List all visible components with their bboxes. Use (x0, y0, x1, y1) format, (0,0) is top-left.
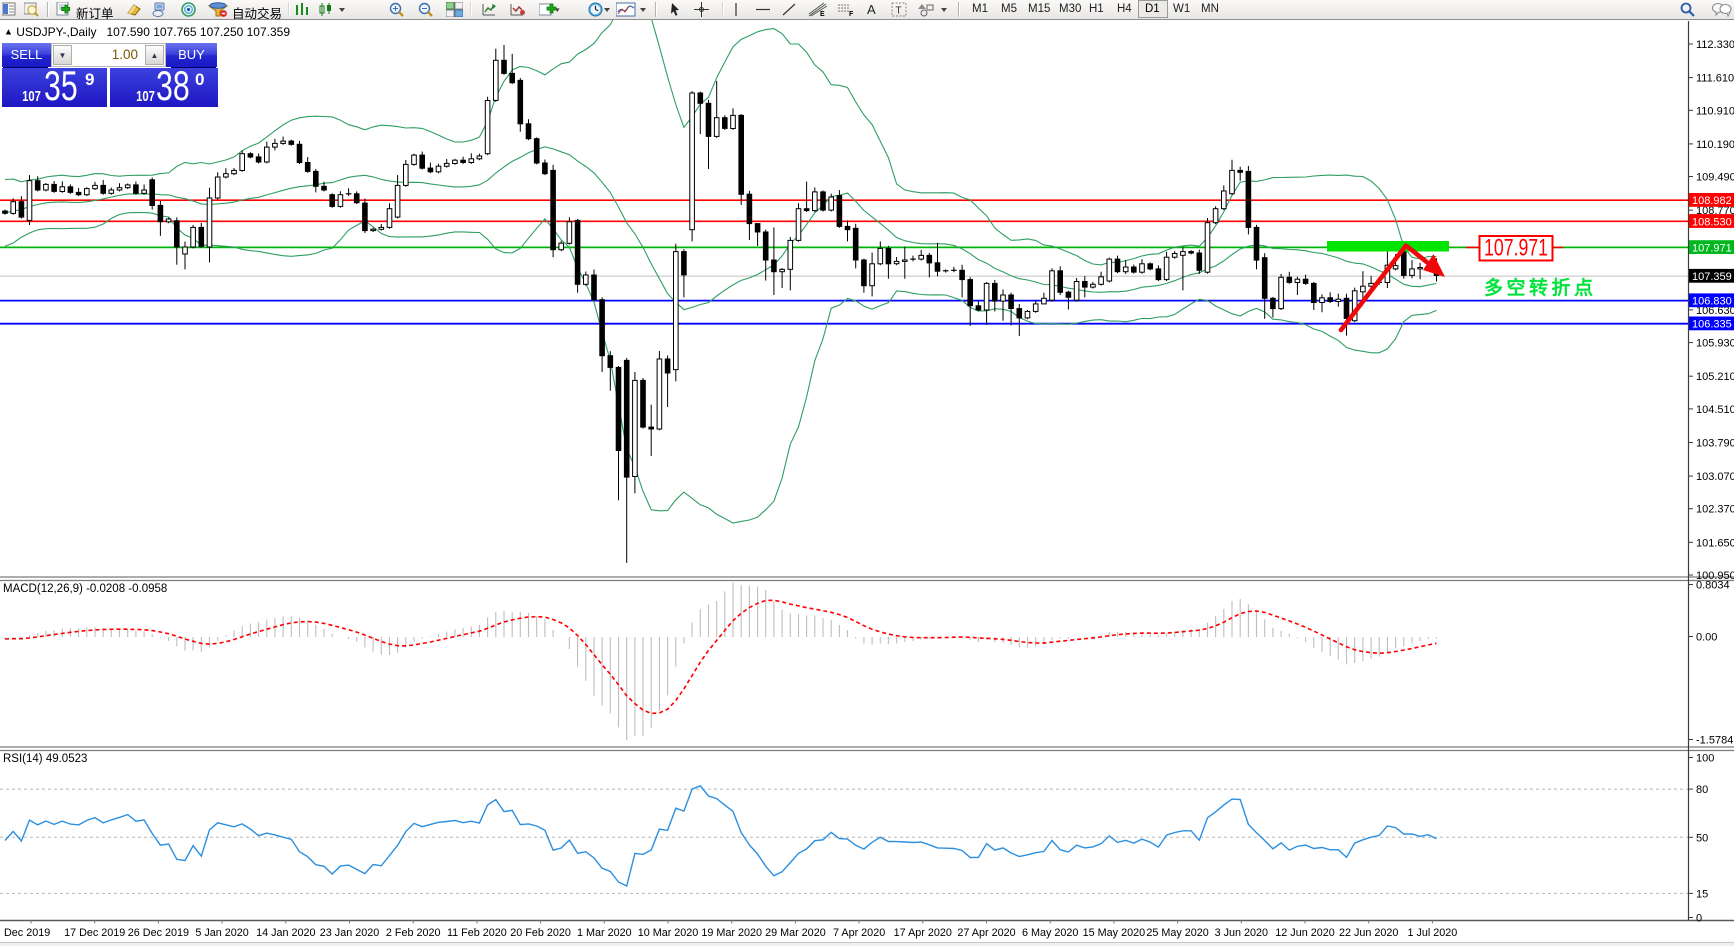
svg-text:0.8034: 0.8034 (1696, 580, 1730, 592)
svg-text:107.971: 107.971 (1484, 235, 1548, 262)
svg-text:12 Jun 2020: 12 Jun 2020 (1275, 927, 1334, 939)
svg-text:103.070: 103.070 (1696, 471, 1734, 483)
svg-text:10 Mar 2020: 10 Mar 2020 (638, 927, 699, 939)
svg-text:107.359: 107.359 (1692, 271, 1732, 283)
svg-text:101.650: 101.650 (1696, 537, 1734, 549)
svg-text:17 Apr 2020: 17 Apr 2020 (894, 927, 952, 939)
svg-text:100.950: 100.950 (1696, 570, 1734, 582)
svg-text:106.335: 106.335 (1692, 319, 1732, 331)
svg-text:22 Jun 2020: 22 Jun 2020 (1339, 927, 1398, 939)
svg-text:15 May 2020: 15 May 2020 (1083, 927, 1145, 939)
svg-text:108.982: 108.982 (1692, 195, 1732, 207)
svg-text:3 Jun 2020: 3 Jun 2020 (1215, 927, 1268, 939)
svg-text:6 May 2020: 6 May 2020 (1022, 927, 1078, 939)
svg-text:11 Feb 2020: 11 Feb 2020 (447, 927, 507, 939)
svg-text:15: 15 (1696, 888, 1708, 900)
svg-text:19 Mar 2020: 19 Mar 2020 (701, 927, 762, 939)
svg-text:107.971: 107.971 (1692, 242, 1732, 254)
svg-text:27 Apr 2020: 27 Apr 2020 (957, 927, 1015, 939)
svg-text:23 Jan 2020: 23 Jan 2020 (320, 927, 379, 939)
svg-text:F: F (849, 11, 854, 17)
svg-text:RSI(14) 49.0523: RSI(14) 49.0523 (3, 753, 87, 765)
svg-text:105.210: 105.210 (1696, 371, 1734, 383)
svg-text:T: T (896, 6, 902, 17)
svg-text:7 Apr 2020: 7 Apr 2020 (833, 927, 885, 939)
svg-text:103.790: 103.790 (1696, 438, 1734, 450)
svg-text:1 Mar 2020: 1 Mar 2020 (577, 927, 632, 939)
svg-text:102.370: 102.370 (1696, 504, 1734, 516)
svg-text:20 Feb 2020: 20 Feb 2020 (510, 927, 571, 939)
svg-text:1 Jul 2020: 1 Jul 2020 (1407, 927, 1457, 939)
svg-text:2 Feb 2020: 2 Feb 2020 (386, 927, 441, 939)
svg-text:105.930: 105.930 (1696, 338, 1734, 350)
svg-text:111.610: 111.610 (1696, 73, 1734, 85)
svg-text:112.330: 112.330 (1696, 39, 1734, 51)
svg-text:14 Jan 2020: 14 Jan 2020 (256, 927, 315, 939)
svg-text:5 Jan 2020: 5 Jan 2020 (195, 927, 248, 939)
svg-text:106.830: 106.830 (1692, 296, 1732, 308)
svg-text:25 May 2020: 25 May 2020 (1146, 927, 1208, 939)
svg-text:17 Dec 2019: 17 Dec 2019 (64, 927, 125, 939)
svg-text:104.510: 104.510 (1696, 404, 1734, 416)
svg-text:0.00: 0.00 (1696, 632, 1717, 644)
svg-text:110.910: 110.910 (1696, 105, 1734, 117)
svg-text:106.630: 106.630 (1696, 305, 1734, 317)
svg-text:-1.5784: -1.5784 (1696, 735, 1733, 747)
svg-text:100: 100 (1696, 753, 1714, 765)
svg-text:26 Dec 2019: 26 Dec 2019 (128, 927, 189, 939)
svg-text:80: 80 (1696, 784, 1708, 796)
svg-text:109.490: 109.490 (1696, 172, 1734, 184)
svg-text:29 Mar 2020: 29 Mar 2020 (765, 927, 826, 939)
svg-text:110.190: 110.190 (1696, 139, 1734, 151)
svg-text:多空转折点: 多空转折点 (1484, 276, 1597, 299)
svg-text:0: 0 (1696, 913, 1702, 925)
svg-text:E: E (820, 11, 825, 17)
svg-text:MACD(12,26,9) -0.0208 -0.0958: MACD(12,26,9) -0.0208 -0.0958 (3, 583, 167, 595)
svg-text:50: 50 (1696, 832, 1708, 844)
svg-text:108.530: 108.530 (1692, 216, 1732, 228)
svg-text:Dec 2019: Dec 2019 (4, 927, 50, 939)
